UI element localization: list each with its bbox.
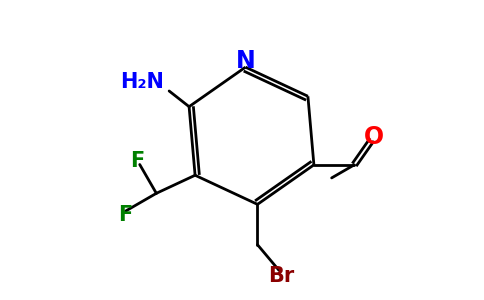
Text: H₂N: H₂N (121, 72, 164, 92)
Text: Br: Br (268, 266, 294, 286)
Text: F: F (130, 151, 145, 171)
Text: N: N (236, 50, 256, 74)
Text: F: F (119, 205, 133, 225)
Text: O: O (364, 125, 384, 149)
